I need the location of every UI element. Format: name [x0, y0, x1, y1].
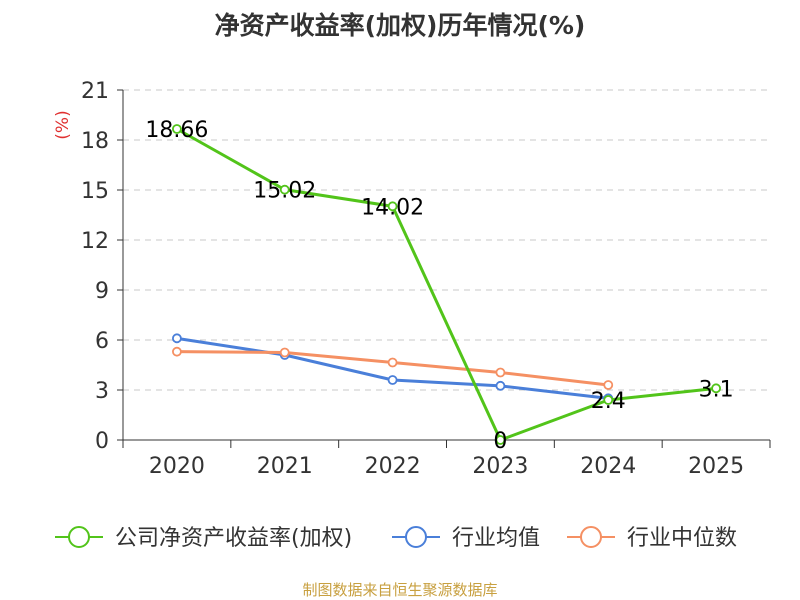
x-tick-label: 2023 [472, 454, 528, 479]
legend-swatch-marker [68, 526, 90, 548]
data-point[interactable] [172, 346, 182, 357]
data-point[interactable] [603, 380, 614, 390]
chart-title: 净资产收益率(加权)历年情况(%) [214, 11, 586, 40]
data-point[interactable] [711, 383, 721, 394]
y-tick-label: 3 [95, 379, 109, 404]
legend-swatch-marker [580, 526, 602, 548]
data-point[interactable] [603, 395, 614, 405]
data-point[interactable] [172, 333, 182, 344]
series-line [176, 336, 609, 400]
data-point[interactable] [279, 184, 290, 195]
y-tick-label: 6 [95, 329, 109, 354]
legend-item[interactable]: 行业中位数 [567, 526, 737, 551]
y-axis-unit: (%) [53, 110, 73, 139]
data-point[interactable] [387, 357, 398, 368]
x-tick-label: 2024 [580, 454, 636, 479]
data-label: 3.1 [699, 377, 734, 402]
data-source-note: 制图数据来自恒生聚源数据库 [302, 581, 498, 599]
data-point[interactable] [495, 380, 506, 391]
data-label: 18.66 [145, 118, 208, 143]
y-tick-label: 21 [81, 79, 109, 104]
x-tick-label: 2022 [365, 454, 421, 479]
data-point[interactable] [279, 347, 290, 358]
y-tick-label: 12 [81, 229, 109, 254]
x-tick-label: 2025 [688, 454, 744, 479]
series-line [176, 127, 717, 442]
x-tick-label: 2021 [257, 454, 313, 479]
legend-label: 公司净资产收益率(加权) [115, 526, 352, 551]
y-tick-label: 9 [95, 279, 109, 304]
legend-label: 行业中位数 [627, 526, 737, 551]
legend-swatch-marker [405, 526, 427, 548]
y-tick-label: 15 [81, 179, 109, 204]
data-label: 14.02 [361, 195, 424, 220]
data-label: 0 [493, 429, 507, 454]
data-label: 2.4 [591, 389, 626, 414]
data-point[interactable] [387, 375, 398, 385]
data-point[interactable] [172, 124, 182, 134]
y-tick-label: 0 [95, 429, 109, 454]
x-tick-label: 2020 [149, 454, 205, 479]
data-point[interactable] [495, 367, 506, 378]
y-tick-label: 18 [81, 129, 109, 154]
legend-label: 行业均值 [452, 526, 540, 551]
data-point[interactable] [495, 435, 506, 445]
legend-item[interactable]: 公司净资产收益率(加权) [55, 526, 352, 551]
data-point[interactable] [387, 201, 398, 212]
data-label: 15.02 [253, 179, 316, 204]
legend-item[interactable]: 行业均值 [392, 526, 540, 551]
